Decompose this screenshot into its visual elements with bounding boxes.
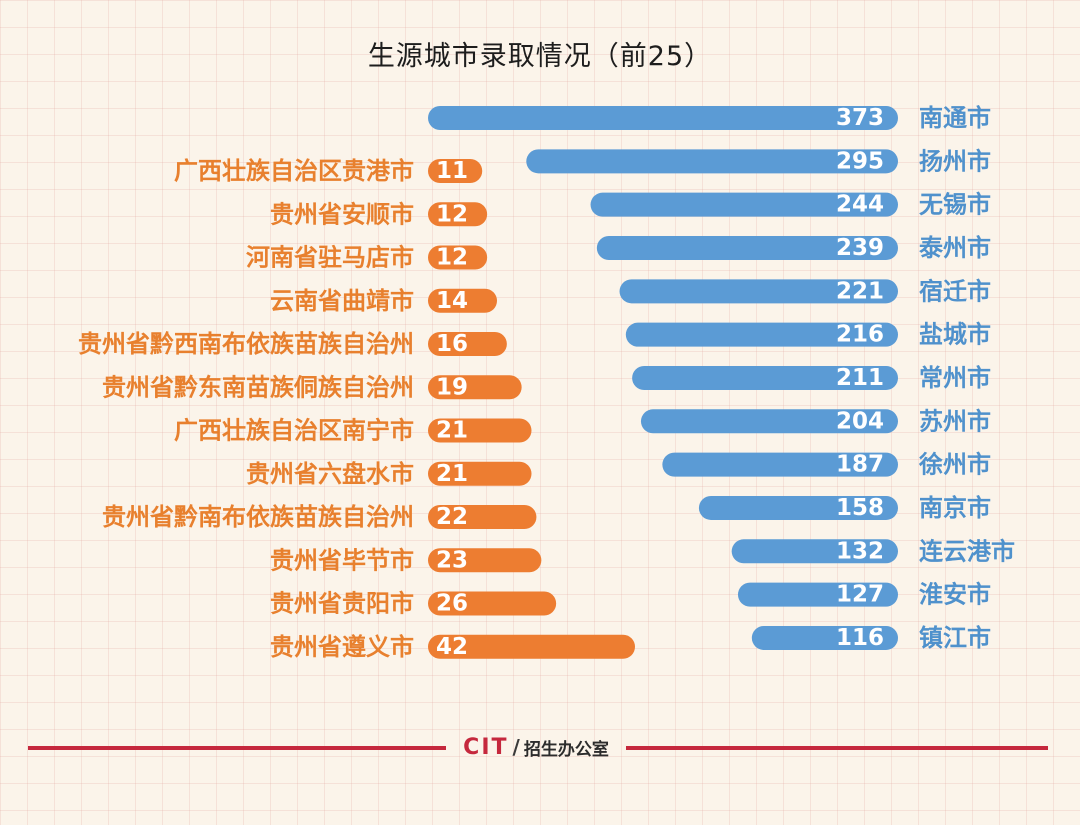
bar-right-10 [698,495,898,520]
value-label-left-4: 14 [436,288,468,314]
category-label-right-8: 苏州市 [919,407,991,435]
bar-right-1 [428,106,898,130]
bar-right-4 [596,235,898,260]
value-label-left-11: 26 [436,591,468,617]
value-label-right-8: 204 [836,408,884,434]
category-label-right-10: 南京市 [919,494,991,522]
bar-chart: 373 南通市 295 扬州市 244 无锡市 239 泰州市 221 宿迁市 216 盐城市 211 常… [78,104,1015,661]
bar-left-1 [428,159,483,183]
category-label-left-5: 贵州省黔西南布依族苗族自治州 [78,330,414,358]
category-label-right-11: 连云港市 [919,537,1015,565]
bar-left-6 [428,375,522,400]
bar-left-11 [428,591,557,616]
admissions-office-label: 招生办公室 [523,739,609,760]
value-label-right-11: 132 [836,538,884,564]
bar-left-3 [428,245,488,270]
category-label-left-11: 贵州省贵阳市 [270,590,414,618]
category-label-right-7: 常州市 [919,364,991,392]
value-label-left-9: 22 [436,504,468,530]
bar-left-12 [428,634,635,659]
category-label-left-6: 贵州省黔东南苗族侗族自治州 [102,373,414,401]
category-label-left-9: 贵州省黔南布依族苗族自治州 [102,503,414,531]
value-label-left-6: 19 [436,374,468,400]
category-label-right-4: 泰州市 [919,234,991,262]
value-label-left-7: 21 [436,418,468,444]
category-label-right-5: 宿迁市 [919,277,991,305]
value-label-right-10: 158 [836,495,884,521]
category-label-right-9: 徐州市 [918,451,991,479]
category-label-left-2: 贵州省安顺市 [270,200,414,228]
category-label-right-6: 盐城市 [919,321,991,349]
footer-divider-left [28,746,446,750]
value-label-left-2: 12 [436,201,468,227]
footer-slash: / [512,735,520,759]
bar-left-9 [428,505,537,529]
bar-right-9 [662,452,898,477]
footer-brand: CIT / 招生办公室 [450,732,622,762]
category-label-left-1: 广西壮族自治区贵港市 [174,157,414,185]
cit-logo: CIT [463,734,509,760]
category-label-right-12: 淮安市 [919,581,991,609]
bar-left-4 [428,288,497,313]
value-label-right-4: 239 [836,235,884,261]
value-label-right-12: 127 [836,582,884,608]
category-label-right-2: 扬州市 [919,147,991,175]
category-label-right-3: 无锡市 [919,191,991,219]
bar-left-10 [428,548,542,573]
bar-right-6 [625,322,898,347]
bar-right-8 [640,409,898,434]
category-label-left-8: 贵州省六盘水市 [246,460,414,488]
bar-left-7 [428,418,532,443]
bar-left-5 [428,332,507,356]
value-label-right-9: 187 [836,452,884,478]
value-label-right-7: 211 [836,365,884,391]
value-label-right-13: 116 [836,625,884,651]
value-label-right-2: 295 [836,148,884,174]
value-label-left-8: 21 [436,461,468,487]
value-label-left-5: 16 [436,331,468,357]
category-label-right-1: 南通市 [919,104,991,132]
footer-divider-right [626,746,1048,750]
bar-right-7 [632,365,898,390]
value-label-left-12: 42 [436,634,468,660]
category-label-left-12: 贵州省遵义市 [270,633,414,661]
value-label-right-5: 221 [836,278,884,304]
value-label-left-3: 12 [436,245,468,271]
value-label-left-1: 11 [436,158,468,184]
chart-title: 生源城市录取情况（前25） [367,41,713,72]
category-label-left-7: 广西壮族自治区南宁市 [174,417,414,445]
value-label-right-3: 244 [836,192,884,218]
bar-right-5 [619,279,898,304]
value-label-right-1: 373 [836,105,884,131]
bar-right-3 [590,192,898,217]
category-label-left-4: 云南省曲靖市 [270,287,414,315]
category-label-left-3: 河南省驻马店市 [246,244,414,272]
bar-right-11 [731,539,898,564]
bar-left-8 [428,461,532,486]
bar-right-12 [737,582,898,607]
category-label-left-10: 贵州省毕节市 [270,546,414,574]
bar-left-2 [428,202,488,227]
value-label-right-6: 216 [836,322,884,348]
value-label-left-10: 23 [436,547,468,573]
bar-right-2 [526,149,898,174]
bar-right-13 [751,625,898,650]
category-label-right-13: 镇江市 [919,624,991,652]
